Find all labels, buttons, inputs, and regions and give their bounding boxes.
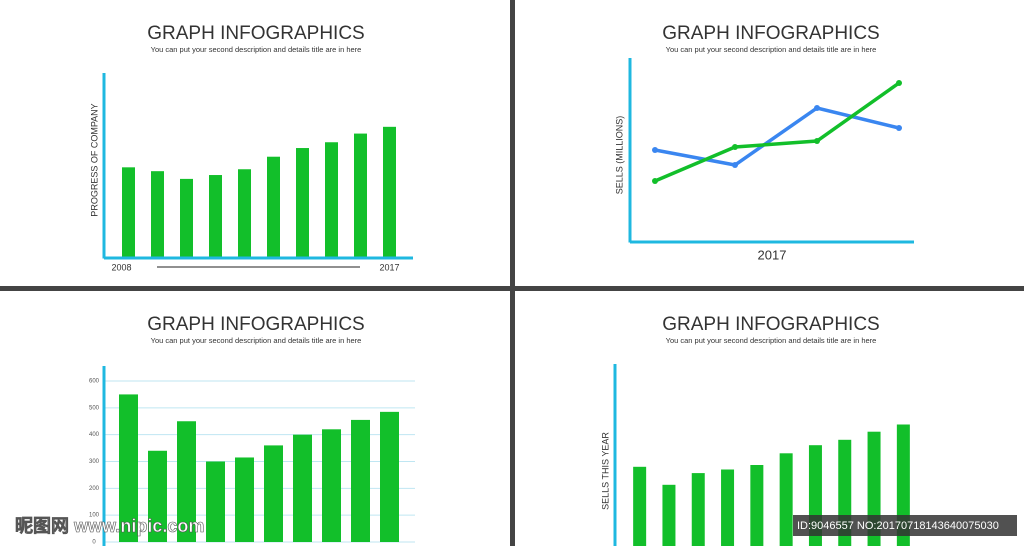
chart-title: GRAPH INFOGRAPHICS: [147, 23, 364, 44]
bar: [293, 434, 312, 542]
chart-title: GRAPH INFOGRAPHICS: [147, 314, 364, 335]
bar: [325, 142, 338, 257]
point: [652, 178, 658, 184]
bar: [267, 156, 280, 257]
bar: [122, 167, 135, 257]
y-axis-label: SELLS THIS YEAR: [600, 432, 610, 510]
bar: [721, 469, 735, 546]
chart-subtitle: You can put your second description and …: [666, 45, 877, 54]
point: [896, 80, 902, 86]
point: [814, 105, 820, 111]
panel: [515, 291, 1024, 546]
bar: [380, 411, 399, 542]
bar: [235, 457, 254, 542]
bar: [351, 419, 370, 542]
bar: [750, 465, 764, 546]
y-axis-label: SELLS (MILLIONS): [614, 116, 624, 195]
y-tick-label: 200: [89, 486, 100, 492]
bar: [206, 461, 225, 542]
chart-subtitle: You can put your second description and …: [151, 336, 362, 345]
bar: [177, 421, 196, 542]
x-tick-label: 2008: [111, 262, 131, 272]
chart-subtitle: You can put your second description and …: [666, 336, 877, 345]
chart-title: GRAPH INFOGRAPHICS: [662, 23, 879, 44]
y-axis-label: PROGRESS OF COMPANY: [89, 103, 99, 216]
point: [732, 162, 738, 168]
bar: [691, 473, 705, 546]
bar: [633, 466, 647, 546]
line: [654, 81, 901, 183]
watermark-box: [793, 515, 1017, 536]
bar: [354, 133, 367, 257]
bar: [662, 484, 676, 546]
y-tick-label: 600: [89, 379, 100, 385]
bar: [238, 169, 251, 257]
bar: [209, 175, 222, 257]
bar: [180, 178, 193, 257]
y-tick-label: 300: [89, 459, 100, 465]
y-tick-label: 500: [89, 405, 100, 411]
chart-title: GRAPH INFOGRAPHICS: [662, 314, 879, 335]
y-tick-label: 100: [89, 513, 100, 519]
y-tick-label: 400: [89, 432, 100, 438]
bar: [296, 148, 309, 257]
point: [896, 125, 902, 131]
point: [814, 138, 820, 144]
y-tick-label: 0: [92, 540, 96, 546]
watermark-left: 昵图网 www.nipic.com: [15, 516, 204, 536]
line: [654, 106, 900, 167]
panel: [0, 0, 510, 286]
chart-subtitle: You can put your second description and …: [151, 45, 362, 54]
bar: [148, 450, 167, 542]
panel: [0, 291, 510, 546]
x-tick-label: 2017: [379, 262, 399, 272]
x-axis-label: 2017: [758, 247, 787, 262]
bar: [151, 171, 164, 257]
bar: [383, 126, 396, 257]
point: [732, 144, 738, 150]
bar: [119, 394, 138, 542]
point: [652, 147, 658, 153]
bar: [779, 453, 793, 546]
bar: [322, 429, 341, 542]
bar: [264, 445, 283, 542]
watermark: 昵图网 www.nipic.com ID:9046557 NO:20170718…: [15, 515, 1017, 536]
watermark-right: ID:9046557 NO:20170718143640075030: [797, 520, 999, 532]
